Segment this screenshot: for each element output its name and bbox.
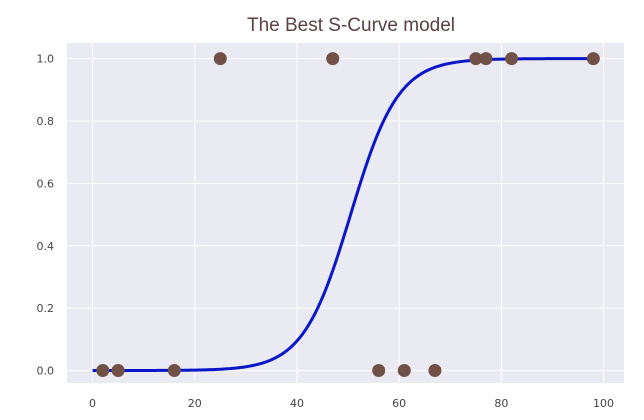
data-point <box>213 52 227 66</box>
y-tick-label: 0.4 <box>37 240 55 253</box>
y-axis-ticks: 0.0 0.2 0.4 0.6 0.8 1.0 <box>37 53 55 378</box>
y-tick-label: 0.6 <box>37 177 55 190</box>
data-point <box>469 52 483 66</box>
data-point <box>586 52 600 66</box>
x-tick-label: 40 <box>290 397 304 410</box>
data-point <box>505 52 519 66</box>
y-tick-label: 1.0 <box>37 53 55 66</box>
x-tick-label: 100 <box>593 397 614 410</box>
y-tick-label: 0.2 <box>37 302 55 315</box>
x-tick-label: 80 <box>494 397 508 410</box>
data-point <box>111 364 125 378</box>
data-point <box>479 52 493 66</box>
x-tick-label: 60 <box>392 397 406 410</box>
data-point <box>167 364 181 378</box>
plot-area <box>67 43 624 383</box>
x-tick-label: 20 <box>188 397 202 410</box>
data-point <box>96 364 110 378</box>
data-point <box>326 52 340 66</box>
data-point <box>428 364 442 378</box>
y-tick-label: 0.0 <box>37 365 55 378</box>
data-point <box>372 364 386 378</box>
y-tick-label: 0.8 <box>37 115 55 128</box>
data-points-layer <box>96 52 600 378</box>
data-point <box>397 364 411 378</box>
x-axis-ticks: 0 20 40 60 80 100 <box>89 397 614 410</box>
x-tick-label: 0 <box>89 397 96 410</box>
chart-title: The Best S-Curve model <box>247 15 455 36</box>
